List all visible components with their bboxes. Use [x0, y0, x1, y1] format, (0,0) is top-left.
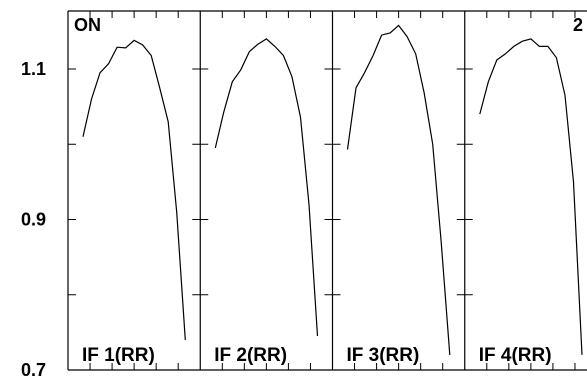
panel-label-2: IF 2(RR)	[214, 345, 287, 366]
y-tick-label: 1.1	[21, 59, 46, 79]
corner-label-right: 2	[573, 15, 583, 35]
axis-ticks	[68, 11, 576, 370]
series-line-4	[479, 38, 583, 355]
chart-labels: 0.7 0.9 1.1 IF 1(RR) IF 2(RR) IF 3(RR) IF 4(RR…	[21, 59, 552, 377]
panel-label-3: IF 3(RR)	[347, 345, 420, 366]
series-line-2	[214, 38, 319, 337]
series-line-3	[346, 24, 451, 355]
panel-label-1: IF 1(RR)	[82, 345, 155, 366]
panel-label-4: IF 4(RR)	[479, 345, 552, 366]
series-lines	[82, 24, 583, 355]
y-tick-label: 0.7	[21, 360, 46, 377]
plot-frame	[67, 10, 587, 371]
y-tick-label: 0.9	[21, 210, 46, 230]
corner-label-left: ON	[74, 15, 101, 35]
series-line-1	[82, 39, 186, 340]
